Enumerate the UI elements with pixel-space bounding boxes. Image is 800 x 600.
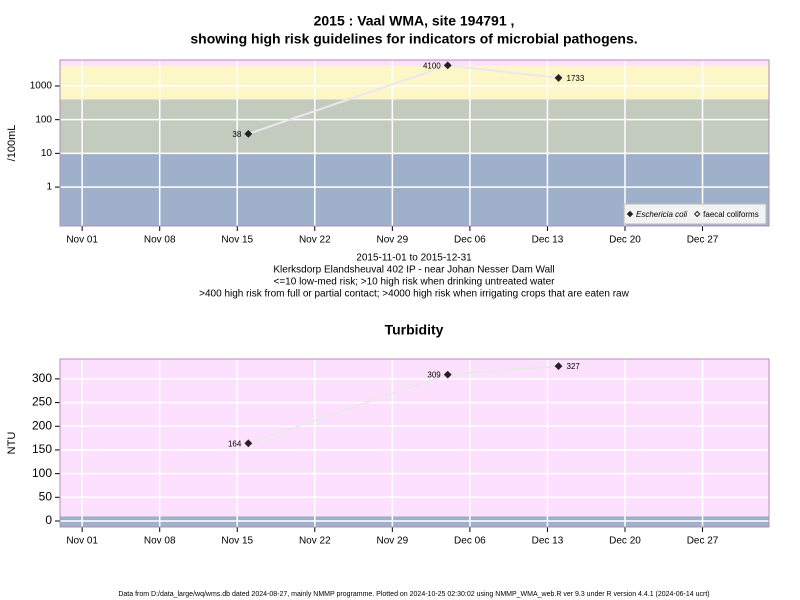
risk-band (60, 65, 769, 100)
legend-label: faecal coliforms (703, 210, 759, 219)
y-tick-label: 100 (32, 466, 52, 480)
note: 2015-11-01 to 2015-12-31 (356, 253, 472, 264)
x-tick-label: Nov 01 (66, 235, 98, 246)
x-tick-label: Dec 06 (454, 235, 486, 246)
legend-marker (626, 210, 634, 218)
x-tick-label: Dec 13 (532, 536, 564, 547)
legend-label: Eschericia coli (636, 210, 687, 219)
note: <=10 low-med risk; >10 high risk when dr… (274, 277, 556, 288)
x-tick-label: Nov 22 (299, 235, 331, 246)
data-point (443, 61, 452, 70)
x-tick-label: Nov 15 (221, 536, 253, 547)
y-tick-label: 300 (32, 371, 52, 385)
x-tick-label: Dec 06 (454, 536, 486, 547)
x-tick-label: Nov 22 (299, 536, 331, 547)
y-axis-label: NTU (6, 432, 18, 455)
data-point (554, 74, 563, 82)
y-tick-label: 250 (32, 395, 52, 409)
data-label: 38 (232, 130, 241, 139)
y-tick-label: 0 (45, 513, 52, 527)
y-tick-label: 150 (32, 442, 52, 456)
y-tick-label: 50 (39, 489, 53, 503)
y-tick-label: 200 (32, 418, 52, 432)
data-label: 164 (228, 439, 242, 448)
legend-marker (693, 210, 701, 218)
y-tick-label: 1 (46, 182, 52, 193)
x-tick-label: Dec 27 (687, 536, 719, 547)
data-label: 1733 (567, 74, 585, 83)
chart-title: 2015 : Vaal WMA, site 194791 , (314, 13, 515, 29)
data-point (554, 362, 563, 371)
x-tick-label: Dec 20 (609, 235, 641, 246)
x-tick-label: Nov 29 (377, 235, 409, 246)
risk-band (60, 359, 769, 517)
data-label: 309 (427, 371, 441, 380)
risk-band (60, 60, 769, 66)
x-tick-label: Dec 20 (609, 536, 641, 547)
note: Klerksdorp Elandsheuval 402 IP - near Jo… (273, 265, 554, 276)
data-label: 4100 (423, 61, 441, 70)
footer: Data from D:/data_large/wq/wms.db dated … (118, 591, 709, 598)
x-tick-label: Nov 29 (377, 536, 409, 547)
x-tick-label: Dec 27 (687, 235, 719, 246)
data-point (443, 370, 452, 379)
chart-title: Turbidity (385, 322, 444, 338)
plot-frame (59, 358, 770, 528)
x-tick-label: Nov 15 (221, 235, 253, 246)
y-tick-label: 1000 (30, 81, 53, 92)
x-tick-label: Nov 08 (144, 536, 176, 547)
risk-band (60, 99, 769, 154)
plot-frame (59, 59, 770, 227)
data-point (244, 129, 253, 138)
y-tick-label: 100 (35, 114, 52, 125)
chart-subtitle: showing high risk guidelines for indicat… (190, 31, 637, 47)
y-tick-label: 10 (41, 148, 53, 159)
data-label: 327 (567, 362, 581, 371)
note: >400 high risk from full or partial cont… (199, 289, 629, 300)
x-tick-label: Nov 01 (66, 536, 98, 547)
x-tick-label: Nov 08 (144, 235, 176, 246)
y-axis-label: /100mL (6, 125, 18, 162)
x-tick-label: Dec 13 (532, 235, 564, 246)
data-point (244, 439, 253, 448)
